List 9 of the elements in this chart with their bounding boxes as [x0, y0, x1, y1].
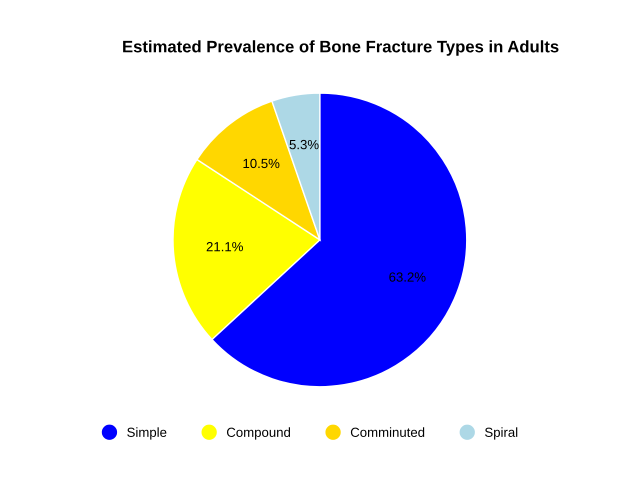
legend-label: Compound	[226, 427, 290, 440]
data-label: 63.2%	[389, 272, 426, 282]
legend-label: Spiral	[485, 427, 518, 440]
data-label: 5.3%	[290, 140, 319, 150]
legend-label: Comminuted	[350, 427, 424, 437]
data-label: 21.1%	[206, 242, 243, 252]
data-label: 10.5%	[243, 158, 280, 168]
chart-title: Estimated Prevalence of Bone Fracture Types in Adults	[123, 40, 558, 56]
legend-label: Simple	[127, 427, 166, 440]
